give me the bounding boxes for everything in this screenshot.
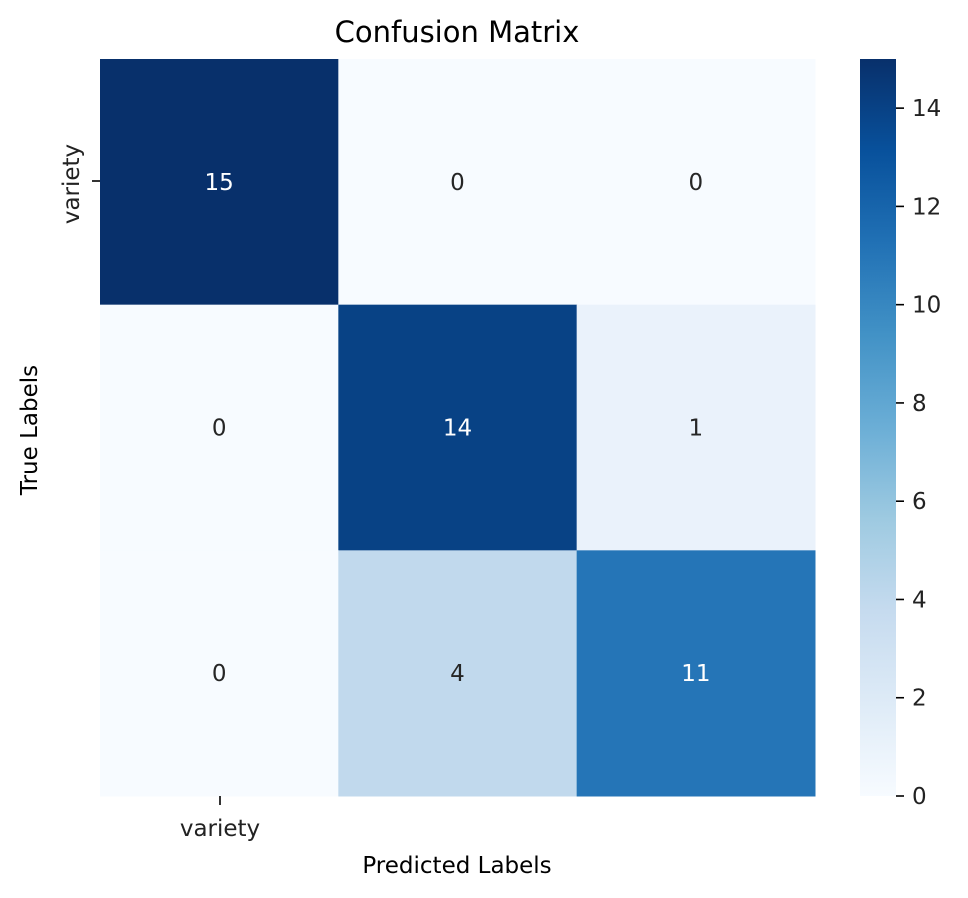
x-tick-label: variety	[180, 816, 260, 842]
heatmap-cell-r2-c1	[338, 550, 578, 797]
heatmap-value-r1-c1: 14	[443, 416, 472, 442]
heatmap-cell-labels: 15 0 0 0 14 1 0 4 11	[205, 170, 711, 687]
heatmap-value-r0-c1: 0	[450, 170, 465, 196]
colorbar-tick-label: 0	[912, 784, 927, 810]
heatmap-value-r1-c2: 1	[689, 416, 704, 442]
heatmap-value-r2-c2: 11	[681, 661, 710, 687]
heatmap-cell-r2-c0	[100, 550, 339, 797]
colorbar-tick-label: 14	[912, 96, 941, 122]
heatmap-value-r0-c2: 0	[689, 170, 704, 196]
colorbar-tick-label: 6	[912, 489, 927, 515]
colorbar-tick-label: 8	[912, 391, 927, 417]
y-axis-label: True Labels	[17, 365, 43, 496]
colorbar-tick-label: 4	[912, 587, 927, 613]
chart-title: Confusion Matrix	[335, 15, 580, 49]
heatmap-cell-r0-c0	[100, 59, 339, 306]
x-axis-label: Predicted Labels	[362, 853, 551, 879]
heatmap-value-r2-c1: 4	[450, 661, 465, 687]
heatmap-cell-r2-c2	[576, 550, 816, 797]
colorbar	[860, 59, 896, 796]
heatmap-value-r0-c0: 15	[205, 170, 234, 196]
heatmap-cell-r1-c0	[100, 304, 339, 551]
heatmap-value-r1-c0: 0	[212, 416, 227, 442]
colorbar-tick-label: 10	[912, 293, 941, 319]
colorbar-tick-label: 2	[912, 686, 927, 712]
heatmap-cells	[100, 59, 816, 797]
heatmap-value-r2-c0: 0	[212, 661, 227, 687]
y-tick-label: variety	[59, 144, 85, 224]
heatmap-cell-r0-c2	[576, 59, 816, 306]
heatmap-cell-r1-c2	[576, 304, 816, 551]
heatmap-cell-r0-c1	[338, 59, 578, 306]
colorbar-ticks: 0 2 4 6 8 10 12 14	[896, 96, 941, 810]
colorbar-tick-label: 12	[912, 194, 941, 220]
heatmap-cell-r1-c1	[338, 304, 578, 551]
